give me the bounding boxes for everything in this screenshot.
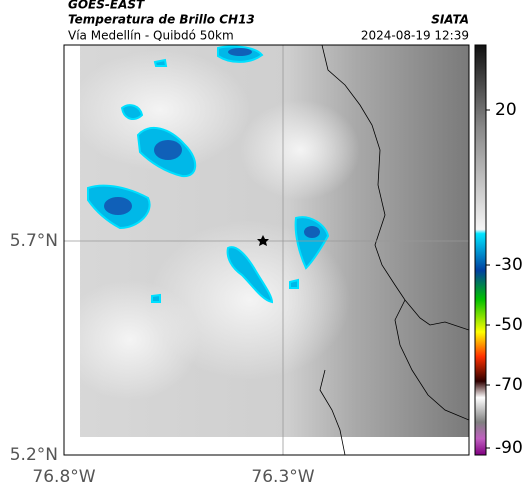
satellite-image (64, 45, 469, 455)
satellite: GOES-EAST (68, 0, 145, 12)
lat-label: 5.2°N (10, 445, 58, 465)
lon-label: 76.8°W (32, 467, 95, 487)
colorbar-label: -70 (495, 375, 523, 395)
colorbar-label: 20 (495, 100, 517, 120)
lat-label: 5.7°N (10, 231, 58, 251)
location: Vía Medellín - Quibdó 50km (68, 29, 234, 43)
source: SIATA (431, 13, 469, 27)
colorbar-label: -30 (495, 255, 523, 275)
colorbar-label: -50 (495, 315, 523, 335)
lon-label: 76.3°W (251, 467, 314, 487)
product: Temperatura de Brillo CH13 (68, 13, 255, 27)
colorbar (474, 44, 487, 456)
map-frame (63, 44, 470, 456)
timestamp: 2024-08-19 12:39 (361, 29, 469, 43)
colorbar-label: -90 (495, 438, 523, 458)
